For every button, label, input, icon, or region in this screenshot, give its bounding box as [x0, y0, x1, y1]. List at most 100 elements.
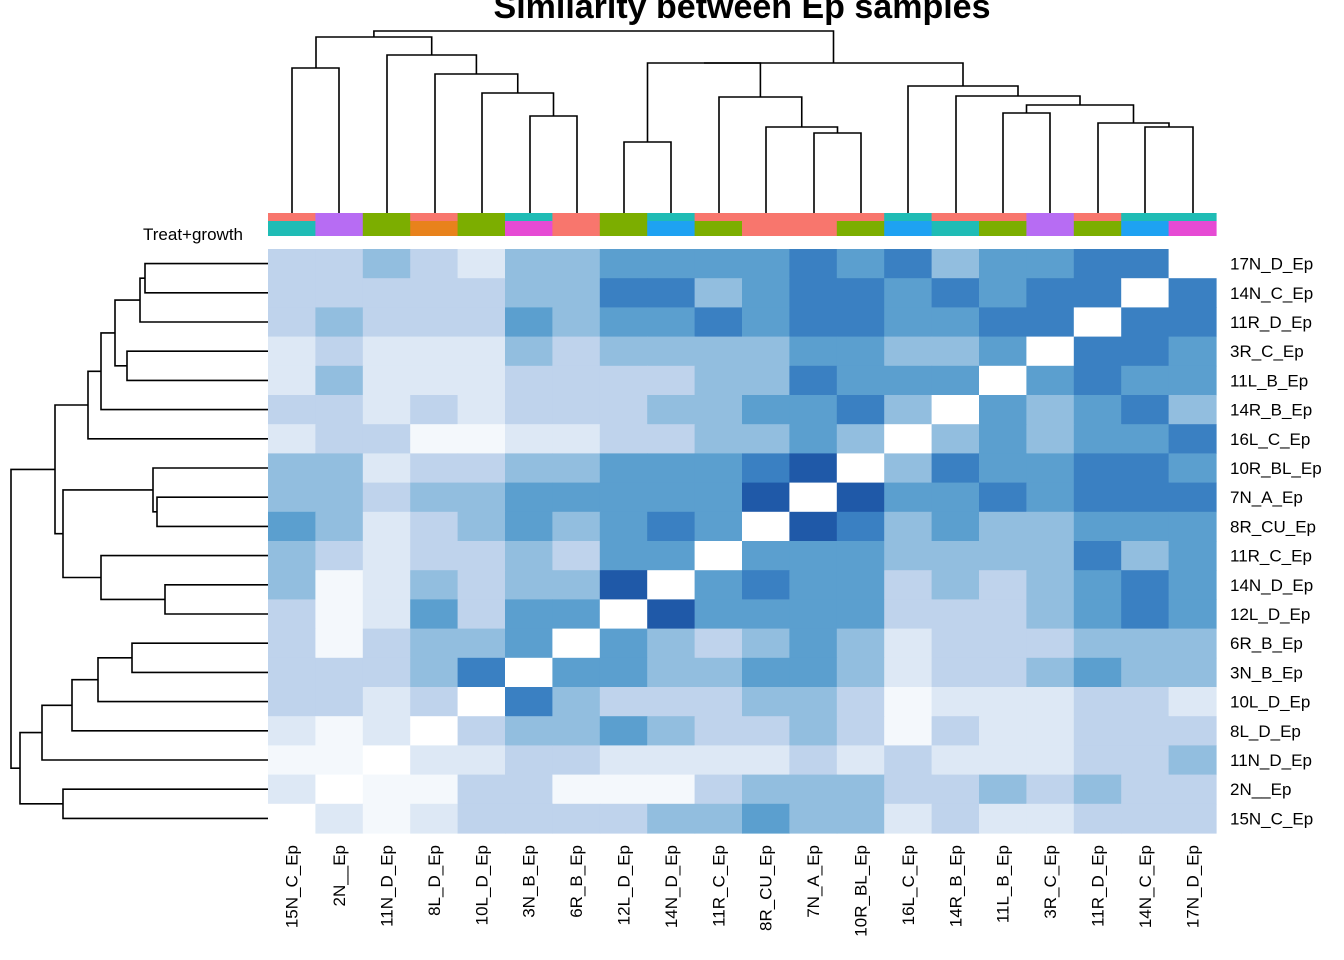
- heatmap-cell: [410, 599, 459, 630]
- heatmap-cell: [552, 395, 601, 425]
- heatmap-cell: [742, 365, 790, 396]
- column-label: 3N_B_Ep: [520, 845, 539, 918]
- heatmap-cell: [742, 745, 790, 776]
- dendrogram-branch: [1002, 112, 1051, 213]
- heatmap-cell: [268, 657, 316, 688]
- heatmap-cell: [836, 307, 885, 338]
- heatmap-cell: [931, 541, 980, 571]
- heatmap-cell: [1026, 278, 1075, 308]
- dendrogram-branch: [139, 277, 268, 323]
- heatmap-cell: [836, 628, 885, 659]
- heatmap-cell: [979, 745, 1027, 776]
- heatmap-cell: [647, 249, 696, 279]
- heatmap-cell: [836, 249, 885, 279]
- heatmap-cell: [1026, 599, 1075, 630]
- heatmap-cell: [789, 278, 838, 308]
- heatmap-cell: [931, 336, 980, 367]
- dendrogram-branch: [704, 62, 964, 86]
- heatmap-cell: [599, 570, 648, 600]
- dendrogram-branch: [100, 554, 268, 601]
- heatmap-cell: [979, 511, 1027, 542]
- heatmap-cell: [647, 395, 696, 425]
- heatmap-cell: [410, 570, 459, 600]
- heatmap-cell: [362, 424, 411, 454]
- heatmap-cell: [315, 511, 364, 542]
- heatmap-cell: [836, 687, 885, 717]
- annotation-cell-bottom: [742, 221, 790, 236]
- heatmap-cell: [742, 628, 790, 659]
- heatmap-cell: [979, 336, 1027, 367]
- annotation-cell-bottom: [979, 221, 1027, 236]
- heatmap-cell: [315, 482, 364, 513]
- heatmap-cell: [647, 774, 696, 805]
- heatmap-cell: [410, 482, 459, 513]
- heatmap-cell: [552, 599, 601, 630]
- annotation-cell-bottom: [505, 221, 553, 236]
- heatmap-cell: [1026, 716, 1075, 746]
- annotation-cell-bottom: [931, 221, 980, 236]
- heatmap-cell: [884, 687, 933, 717]
- heatmap-cell: [1121, 307, 1170, 338]
- heatmap-cell: [1168, 278, 1217, 308]
- heatmap-cell: [1168, 803, 1217, 834]
- heatmap-cell: [457, 599, 506, 630]
- heatmap-cell: [505, 716, 553, 746]
- annotation-cell-top: [931, 213, 980, 221]
- heatmap-cell: [1073, 599, 1122, 630]
- heatmap-cell: [789, 511, 838, 542]
- column-label: 14N_D_Ep: [662, 845, 681, 928]
- heatmap-cell: [931, 278, 980, 308]
- annotation-cell-bottom: [457, 221, 506, 236]
- heatmap-cell: [362, 803, 411, 834]
- heatmap-cell: [315, 774, 364, 805]
- heatmap-cell: [694, 249, 743, 279]
- heatmap-cell: [1121, 541, 1170, 571]
- dendrogram-branch: [62, 489, 153, 579]
- heatmap-cell: [599, 365, 648, 396]
- heatmap-cell: [789, 716, 838, 746]
- column-label: 6R_B_Ep: [567, 845, 586, 918]
- heatmap-cell: [552, 716, 601, 746]
- heatmap-cell: [694, 599, 743, 630]
- heatmap-cell: [552, 745, 601, 776]
- annotation-cell-top: [268, 213, 316, 221]
- heatmap-cell: [836, 774, 885, 805]
- heatmap-cell: [836, 716, 885, 746]
- row-dendrogram: [10, 262, 268, 820]
- heatmap-cell: [1073, 307, 1122, 338]
- heatmap-cell: [836, 482, 885, 513]
- dendrogram-branch: [100, 332, 268, 411]
- heatmap-cell: [457, 745, 506, 776]
- heatmap-cell: [599, 716, 648, 746]
- heatmap-cell: [457, 336, 506, 367]
- heatmap-cell: [931, 249, 980, 279]
- dendrogram-branch: [481, 92, 555, 213]
- column-label: 16L_C_Ep: [899, 845, 918, 925]
- heatmap-cell: [647, 570, 696, 600]
- heatmap-cell: [1121, 774, 1170, 805]
- heatmap-cell: [836, 745, 885, 776]
- heatmap-cell: [552, 628, 601, 659]
- row-label: 7N_A_Ep: [1230, 488, 1303, 507]
- row-label: 10R_BL_Ep: [1230, 459, 1322, 478]
- dendrogram-branch: [156, 496, 268, 528]
- heatmap-cell: [647, 278, 696, 308]
- heatmap-cell: [1168, 424, 1217, 454]
- heatmap-cell: [884, 278, 933, 308]
- dendrogram-branch: [164, 584, 268, 615]
- heatmap-cell: [599, 599, 648, 630]
- column-label: 11N_D_Ep: [378, 845, 397, 927]
- heatmap-cell: [884, 745, 933, 776]
- heatmap-cell: [599, 511, 648, 542]
- heatmap-cell: [362, 687, 411, 717]
- heatmap-cell: [457, 395, 506, 425]
- column-label: 11R_C_Ep: [709, 845, 728, 927]
- annotation-label: Treat+growth: [143, 225, 243, 244]
- heatmap-cell: [362, 511, 411, 542]
- annotation-cell-top: [647, 213, 696, 221]
- annotation-cell-top: [742, 213, 790, 221]
- heatmap-cell: [362, 365, 411, 396]
- heatmap-cell: [694, 657, 743, 688]
- heatmap-cell: [315, 803, 364, 834]
- heatmap-cell: [1121, 424, 1170, 454]
